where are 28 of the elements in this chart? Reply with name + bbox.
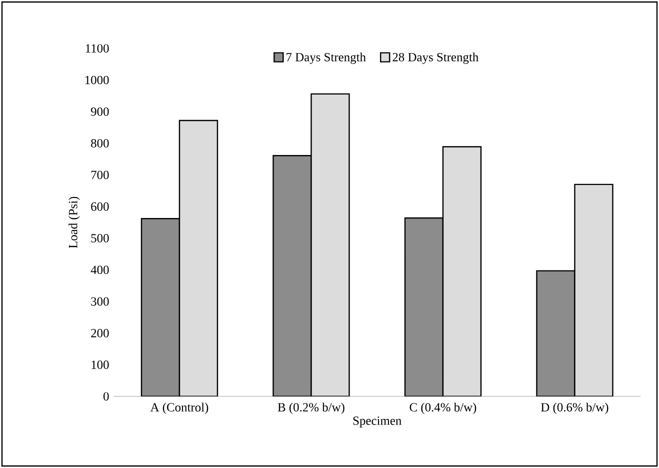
y-axis-title: Load (Psi)	[68, 196, 80, 248]
bar	[272, 155, 312, 396]
y-tick-label: 800	[91, 139, 109, 148]
legend-label: 28 Days Strength	[392, 52, 478, 64]
x-tick-label: D (0.6% b/w)	[541, 402, 608, 414]
bar	[310, 93, 350, 396]
bar	[574, 184, 614, 396]
x-axis-title: Specimen	[353, 416, 402, 428]
bar	[442, 146, 482, 396]
bar	[536, 270, 576, 396]
x-tick-label: C (0.4% b/w)	[410, 402, 476, 414]
bar	[140, 218, 180, 396]
y-tick-label: 0	[103, 392, 109, 401]
y-tick-label: 900	[90, 107, 109, 116]
y-tick-label: 400	[90, 266, 109, 274]
legend-label: 7 Days Strength	[286, 52, 366, 64]
x-tick-label: A (Control)	[150, 402, 208, 414]
y-tick-label: 1000	[85, 76, 109, 84]
y-tick-label: 200	[91, 328, 109, 338]
y-tick-label: 700	[91, 170, 109, 180]
y-tick-label: 100	[92, 360, 109, 369]
x-tick-label: B (0.2% b/w)	[278, 402, 344, 414]
y-tick-label: 1100	[86, 44, 109, 53]
y-tick-label: 300	[91, 297, 109, 306]
bar	[404, 217, 444, 396]
y-tick-label: 500	[91, 234, 109, 242]
bar	[178, 120, 218, 396]
y-tick-label: 600	[91, 202, 109, 211]
